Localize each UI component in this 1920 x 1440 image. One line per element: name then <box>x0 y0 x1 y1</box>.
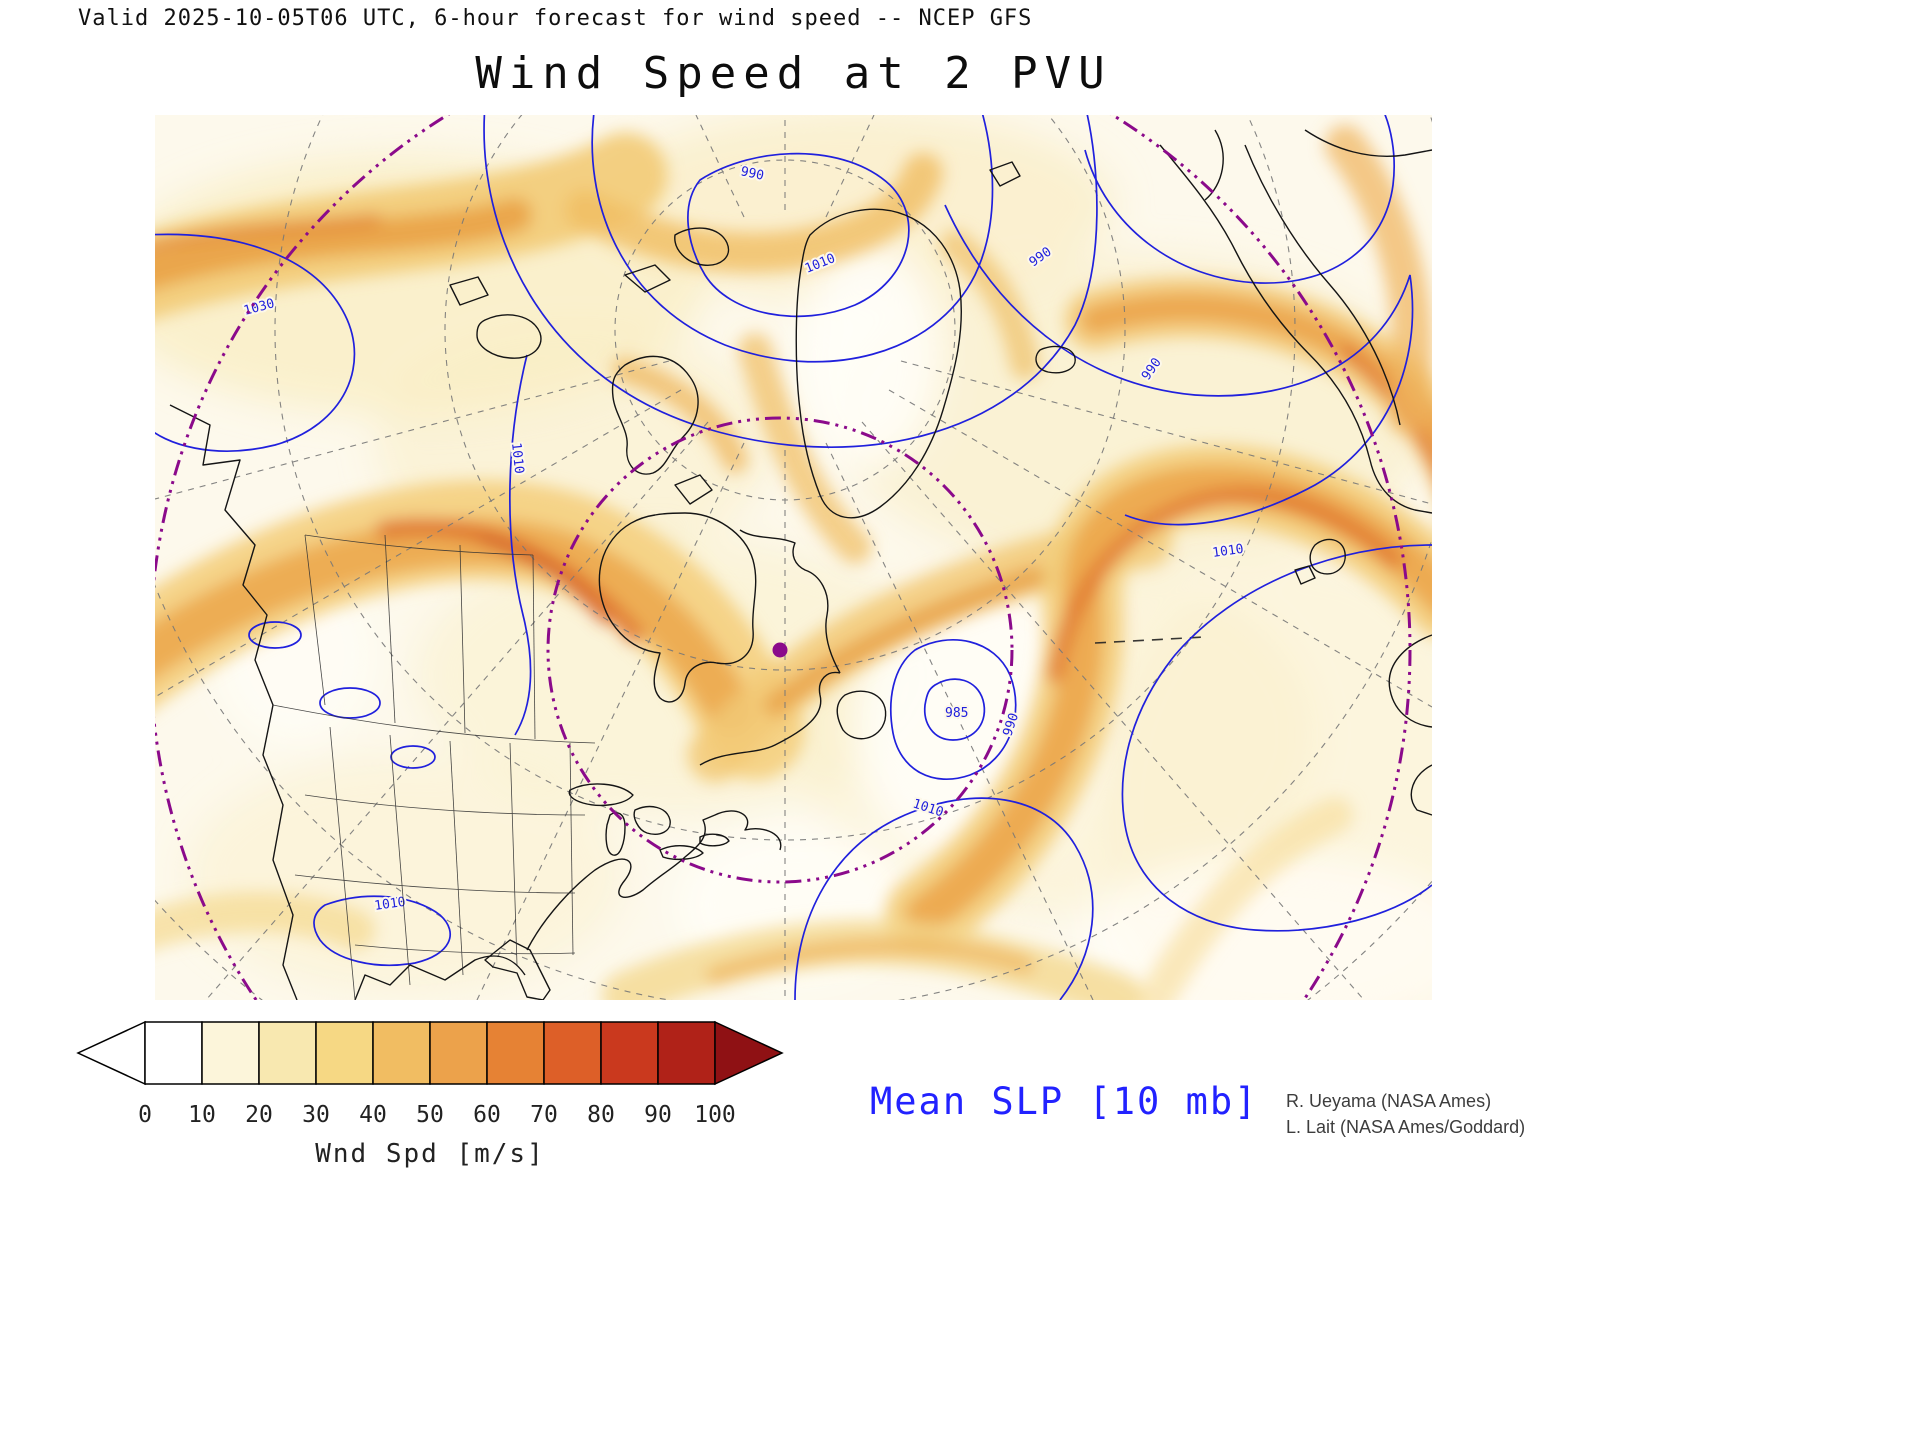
svg-text:70: 70 <box>530 1102 558 1128</box>
colorbar-cell <box>144 1021 203 1085</box>
colorbar-under-arrow <box>76 1020 146 1086</box>
credit-line-1: R. Ueyama (NASA Ames) <box>1286 1091 1492 1111</box>
svg-text:1010: 1010 <box>1211 542 1244 561</box>
svg-text:40: 40 <box>359 1102 387 1128</box>
wind-jet-bands-layer <box>155 125 1432 1000</box>
svg-text:100: 100 <box>694 1102 736 1128</box>
map-svg: 1030 990 1010 990 990 1010 985 990 1010 … <box>155 115 1432 1000</box>
slp-contour-layer <box>155 115 1432 1000</box>
svg-text:60: 60 <box>473 1102 501 1128</box>
colorbar-caption: Wnd Spd [m/s] <box>315 1139 545 1169</box>
colorbar-cell <box>258 1021 317 1085</box>
coastline-layer <box>169 129 1432 1000</box>
state-borders-layer <box>272 534 596 1000</box>
colorbar-cell <box>657 1021 716 1085</box>
svg-text:1010: 1010 <box>373 895 406 914</box>
svg-text:20: 20 <box>245 1102 273 1128</box>
colorbar-ticks: 0 10 20 30 40 50 60 70 80 90 100 <box>138 1102 736 1128</box>
station-dot <box>772 642 788 658</box>
credits: R. Ueyama (NASA Ames) L. Lait (NASA Ames… <box>1286 1088 1525 1140</box>
colorbar-cell <box>201 1021 260 1085</box>
svg-text:990: 990 <box>739 164 765 184</box>
colorbar-cell <box>429 1021 488 1085</box>
svg-text:985: 985 <box>945 706 968 721</box>
wind-wash-layer <box>155 115 1432 1000</box>
svg-text:30: 30 <box>302 1102 330 1128</box>
page-title: Wind Speed at 2 PVU <box>475 48 1112 99</box>
svg-text:50: 50 <box>416 1102 444 1128</box>
valid-time-text: Valid 2025-10-05T06 UTC, 6-hour forecast… <box>78 6 1033 31</box>
colorbar-over-arrow <box>714 1020 784 1086</box>
svg-text:1010: 1010 <box>508 442 526 475</box>
svg-text:10: 10 <box>188 1102 216 1128</box>
graticule-layer <box>155 115 1432 1000</box>
credit-line-2: L. Lait (NASA Ames/Goddard) <box>1286 1117 1526 1137</box>
colorbar-cell <box>315 1021 374 1085</box>
colorbar-cell <box>600 1021 659 1085</box>
colorbar: 0 10 20 30 40 50 60 70 80 90 100 Wnd Spd… <box>70 1012 860 1182</box>
colorbar-cell <box>543 1021 602 1085</box>
colorbar-svg: 0 10 20 30 40 50 60 70 80 90 100 Wnd Spd… <box>76 1020 784 1169</box>
purple-range-rings <box>155 115 1412 1000</box>
map-canvas: 1030 990 1010 990 990 1010 985 990 1010 … <box>155 115 1432 1000</box>
svg-text:90: 90 <box>644 1102 672 1128</box>
colorbar-cell <box>486 1021 545 1085</box>
mean-slp-legend: Mean SLP [10 mb] <box>870 1080 1259 1123</box>
svg-text:80: 80 <box>587 1102 615 1128</box>
svg-text:0: 0 <box>138 1102 152 1128</box>
colorbar-cell <box>372 1021 431 1085</box>
